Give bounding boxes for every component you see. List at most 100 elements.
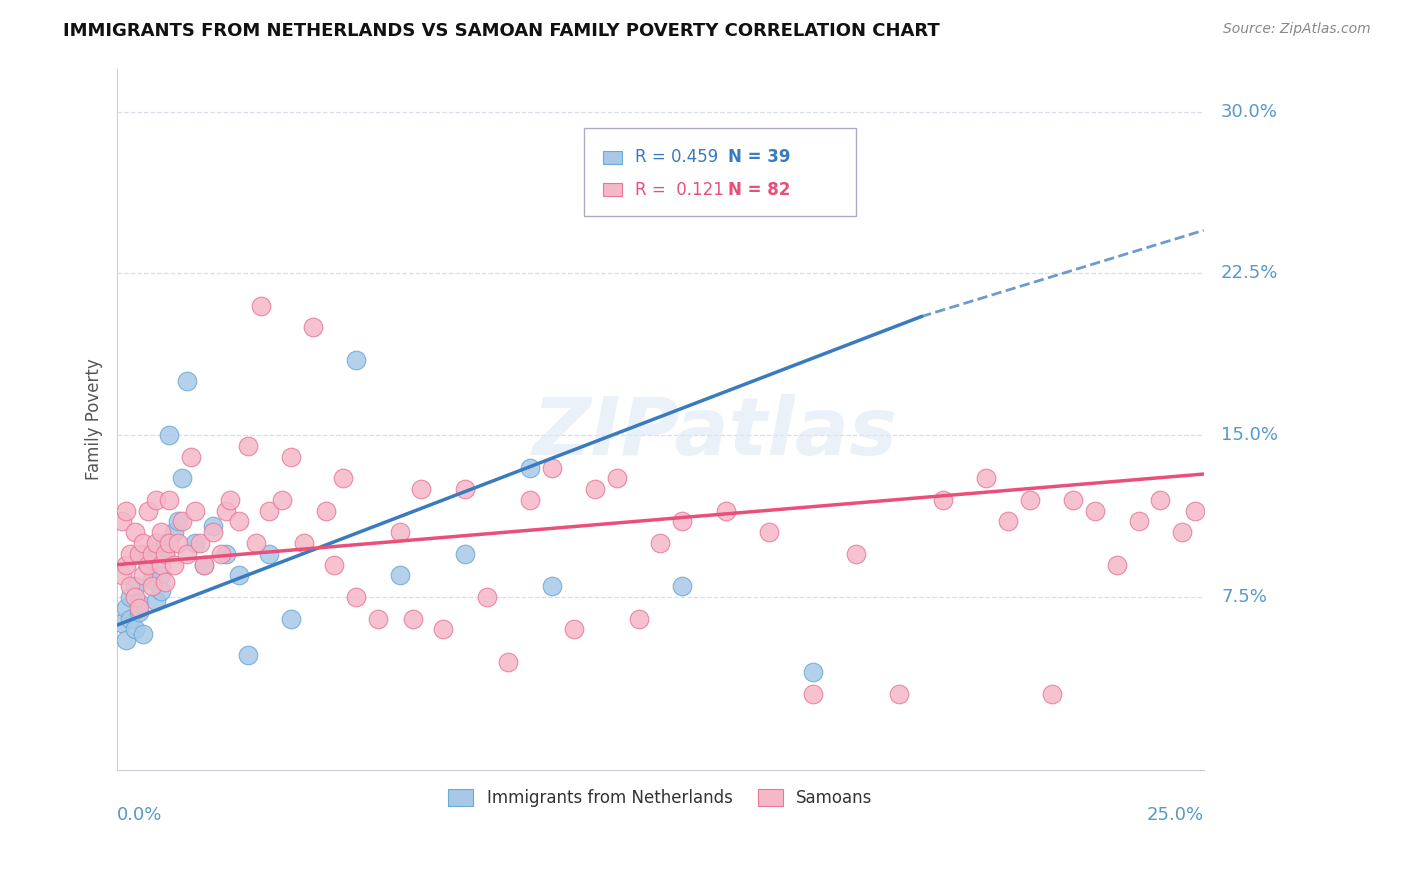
Point [141, 579, 163, 593]
Point [215, 504, 238, 518]
Point [280, 450, 302, 464]
Point [454, 482, 477, 496]
Point [367, 611, 389, 625]
Point [172, 515, 194, 529]
Point [193, 558, 215, 572]
Point [889, 687, 911, 701]
Text: 15.0%: 15.0% [1220, 426, 1278, 444]
Point [128, 605, 150, 619]
Point [540, 579, 562, 593]
Point [115, 633, 138, 648]
Point [124, 590, 146, 604]
Point [519, 492, 541, 507]
Point [388, 568, 411, 582]
Point [176, 547, 198, 561]
Point [136, 558, 159, 572]
Point [124, 623, 146, 637]
Point [115, 504, 138, 518]
Point [1128, 515, 1150, 529]
Point [475, 590, 498, 604]
Point [432, 623, 454, 637]
Text: 30.0%: 30.0% [1220, 103, 1278, 120]
Point [172, 471, 194, 485]
Point [801, 687, 824, 701]
Text: IMMIGRANTS FROM NETHERLANDS VS SAMOAN FAMILY POVERTY CORRELATION CHART: IMMIGRANTS FROM NETHERLANDS VS SAMOAN FA… [63, 22, 941, 40]
Point [132, 536, 155, 550]
Point [1105, 558, 1128, 572]
Point [411, 482, 433, 496]
Point [1018, 492, 1040, 507]
Text: 7.5%: 7.5% [1220, 588, 1267, 606]
Point [498, 655, 520, 669]
Point [292, 536, 315, 550]
Point [201, 518, 224, 533]
Text: Source: ZipAtlas.com: Source: ZipAtlas.com [1223, 22, 1371, 37]
Point [184, 536, 207, 550]
Point [219, 492, 242, 507]
Point [606, 471, 628, 485]
Text: R = 0.459: R = 0.459 [636, 148, 718, 167]
Text: 0.0%: 0.0% [117, 806, 163, 824]
Point [671, 515, 693, 529]
Point [344, 352, 367, 367]
Point [315, 504, 337, 518]
Point [402, 611, 425, 625]
Point [236, 648, 259, 663]
Point [1084, 504, 1107, 518]
Point [115, 600, 138, 615]
Text: R =  0.121: R = 0.121 [636, 181, 724, 199]
Point [145, 492, 167, 507]
Point [344, 590, 367, 604]
Point [180, 450, 202, 464]
Point [332, 471, 354, 485]
Text: N = 82: N = 82 [728, 181, 790, 199]
Point [671, 579, 693, 593]
Point [149, 568, 172, 582]
Point [997, 515, 1019, 529]
Point [236, 439, 259, 453]
Point [136, 558, 159, 572]
Point [124, 525, 146, 540]
Text: ZIPatlas: ZIPatlas [533, 394, 897, 472]
Point [145, 536, 167, 550]
Point [245, 536, 267, 550]
Point [184, 504, 207, 518]
Point [1062, 492, 1084, 507]
Point [110, 515, 132, 529]
Point [271, 492, 294, 507]
Point [157, 428, 180, 442]
Point [228, 515, 250, 529]
Point [193, 558, 215, 572]
Text: 25.0%: 25.0% [1146, 806, 1204, 824]
Point [167, 515, 190, 529]
Point [149, 525, 172, 540]
Point [163, 558, 186, 572]
Point [519, 460, 541, 475]
Point [149, 558, 172, 572]
Point [932, 492, 955, 507]
FancyBboxPatch shape [603, 151, 623, 164]
Point [176, 374, 198, 388]
Point [153, 574, 176, 589]
Point [758, 525, 780, 540]
FancyBboxPatch shape [585, 128, 856, 216]
Point [115, 558, 138, 572]
Point [136, 504, 159, 518]
Point [149, 583, 172, 598]
Point [153, 536, 176, 550]
Point [120, 579, 142, 593]
Point [128, 600, 150, 615]
Point [583, 482, 606, 496]
Point [1149, 492, 1171, 507]
Point [323, 558, 346, 572]
Point [228, 568, 250, 582]
Point [120, 611, 142, 625]
Point [249, 299, 271, 313]
Point [163, 525, 186, 540]
Point [540, 460, 562, 475]
Point [1184, 504, 1206, 518]
Point [259, 504, 281, 518]
Point [132, 547, 155, 561]
Point [388, 525, 411, 540]
Point [562, 623, 585, 637]
